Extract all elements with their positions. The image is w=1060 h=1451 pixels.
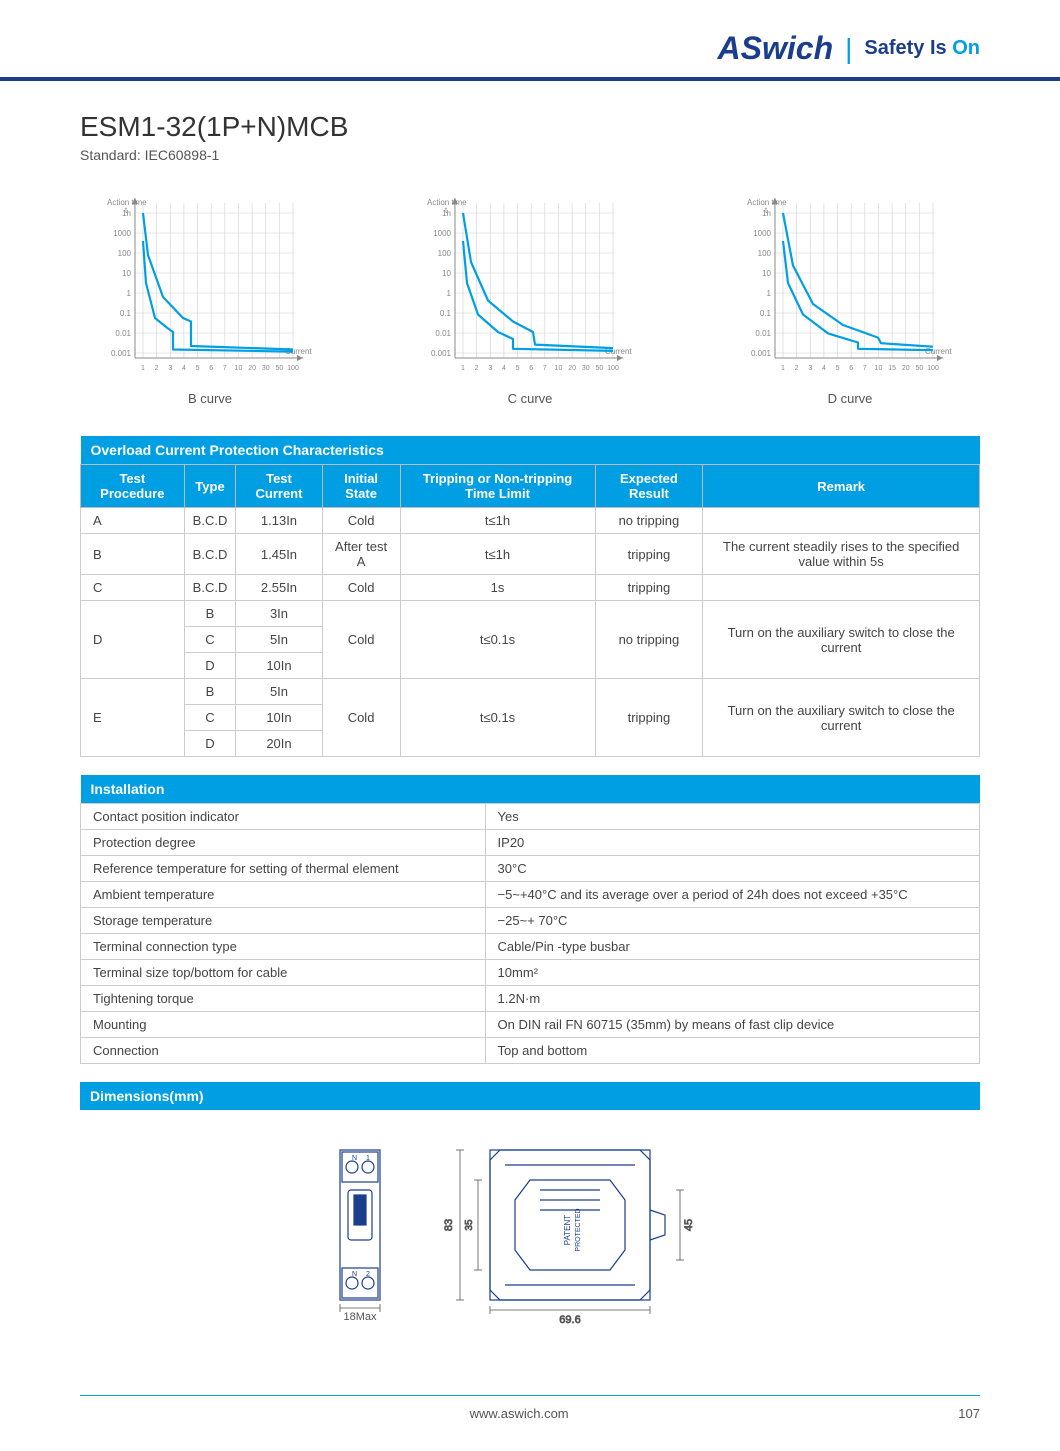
standard-text: Standard: IEC60898-1 — [80, 147, 348, 163]
logo: ASwich — [718, 30, 834, 67]
svg-text:1000: 1000 — [113, 229, 131, 238]
svg-text:1: 1 — [141, 365, 145, 372]
svg-text:2: 2 — [475, 365, 479, 372]
svg-text:0.01: 0.01 — [755, 329, 771, 338]
chart-c-label: C curve — [508, 391, 553, 406]
svg-text:100: 100 — [758, 249, 772, 258]
dimensions-title: Dimensions(mm) — [80, 1082, 980, 1110]
svg-text:10: 10 — [762, 269, 771, 278]
svg-text:50: 50 — [595, 365, 603, 372]
svg-text:35: 35 — [464, 1219, 475, 1231]
svg-text:0.1: 0.1 — [760, 309, 772, 318]
svg-text:10: 10 — [235, 365, 243, 372]
svg-text:4: 4 — [182, 365, 186, 372]
overload-header-row: Test Procedure Type Test Current Initial… — [81, 465, 980, 508]
svg-text:0.01: 0.01 — [115, 329, 131, 338]
svg-text:69.6: 69.6 — [559, 1314, 580, 1326]
svg-text:20: 20 — [902, 365, 910, 372]
chart-d-label: D curve — [828, 391, 873, 406]
svg-text:1: 1 — [781, 365, 785, 372]
svg-text:20: 20 — [248, 365, 256, 372]
svg-text:0.001: 0.001 — [431, 349, 452, 358]
svg-text:0.1: 0.1 — [440, 309, 452, 318]
svg-text:2: 2 — [366, 1271, 370, 1278]
svg-text:100: 100 — [438, 249, 452, 258]
header: ASwich | Safety Is On — [0, 0, 1060, 77]
svg-text:PROTECTED: PROTECTED — [575, 1208, 582, 1251]
installation-title: Installation — [81, 775, 980, 804]
page-number: 107 — [958, 1406, 980, 1421]
svg-text:1: 1 — [127, 289, 132, 298]
svg-text:50: 50 — [275, 365, 283, 372]
svg-text:7: 7 — [863, 365, 867, 372]
chart-b: 1h10001001010.10.010.0011234567102030501… — [80, 193, 340, 406]
svg-text:45: 45 — [683, 1219, 695, 1231]
header-rule — [0, 77, 1060, 81]
svg-text:1: 1 — [366, 1155, 370, 1162]
svg-text:N: N — [352, 1271, 357, 1278]
svg-text:3: 3 — [488, 365, 492, 372]
svg-text:1000: 1000 — [433, 229, 451, 238]
svg-text:7: 7 — [223, 365, 227, 372]
chart-c: 1h10001001010.10.010.0011234567102030501… — [400, 193, 660, 406]
svg-text:1: 1 — [767, 289, 772, 298]
svg-text:1000: 1000 — [753, 229, 771, 238]
footer: www.aswich.com 107 — [80, 1395, 980, 1451]
svg-text:Current: Current — [925, 347, 952, 356]
svg-text:3: 3 — [168, 365, 172, 372]
svg-text:10: 10 — [442, 269, 451, 278]
svg-text:2: 2 — [795, 365, 799, 372]
svg-text:100: 100 — [927, 365, 939, 372]
logo-divider: | — [845, 33, 852, 65]
svg-text:0.001: 0.001 — [751, 349, 772, 358]
svg-text:1: 1 — [461, 365, 465, 372]
svg-text:6: 6 — [529, 365, 533, 372]
svg-text:100: 100 — [118, 249, 132, 258]
svg-text:50: 50 — [915, 365, 923, 372]
dimensions-diagram: N 1 N 2 18Max — [80, 1110, 980, 1355]
svg-text:N: N — [352, 1155, 357, 1162]
svg-text:10: 10 — [555, 365, 563, 372]
svg-text:4: 4 — [822, 365, 826, 372]
dim-width: 18Max — [343, 1311, 377, 1323]
svg-text:30: 30 — [582, 365, 590, 372]
svg-text:0.01: 0.01 — [435, 329, 451, 338]
svg-text:83: 83 — [443, 1219, 455, 1231]
chart-b-label: B curve — [188, 391, 232, 406]
svg-text:6: 6 — [209, 365, 213, 372]
installation-table: Installation Contact position indicatorY… — [80, 775, 980, 1064]
svg-text:0.001: 0.001 — [111, 349, 132, 358]
svg-text:30: 30 — [262, 365, 270, 372]
svg-text:100: 100 — [287, 365, 299, 372]
chart-d: 1h10001001010.10.010.0011234567101520501… — [720, 193, 980, 406]
svg-text:5: 5 — [196, 365, 200, 372]
svg-text:6: 6 — [849, 365, 853, 372]
tagline: Safety Is On — [864, 37, 980, 60]
product-title: ESM1-32(1P+N)MCB — [80, 111, 348, 143]
svg-text:5: 5 — [516, 365, 520, 372]
svg-text:7: 7 — [543, 365, 547, 372]
svg-text:15: 15 — [888, 365, 896, 372]
svg-text:4: 4 — [502, 365, 506, 372]
svg-text:10: 10 — [122, 269, 131, 278]
svg-text:1: 1 — [447, 289, 452, 298]
svg-text:0.1: 0.1 — [120, 309, 132, 318]
svg-text:20: 20 — [568, 365, 576, 372]
svg-text:2: 2 — [155, 365, 159, 372]
charts-row: 1h10001001010.10.010.0011234567102030501… — [80, 193, 980, 406]
svg-text:100: 100 — [607, 365, 619, 372]
overload-title: Overload Current Protection Characterist… — [81, 436, 980, 465]
svg-text:PATENT: PATENT — [563, 1215, 572, 1245]
overload-table: Overload Current Protection Characterist… — [80, 436, 980, 757]
svg-text:10: 10 — [875, 365, 883, 372]
svg-text:5: 5 — [836, 365, 840, 372]
svg-text:3: 3 — [808, 365, 812, 372]
footer-url: www.aswich.com — [80, 1406, 958, 1421]
